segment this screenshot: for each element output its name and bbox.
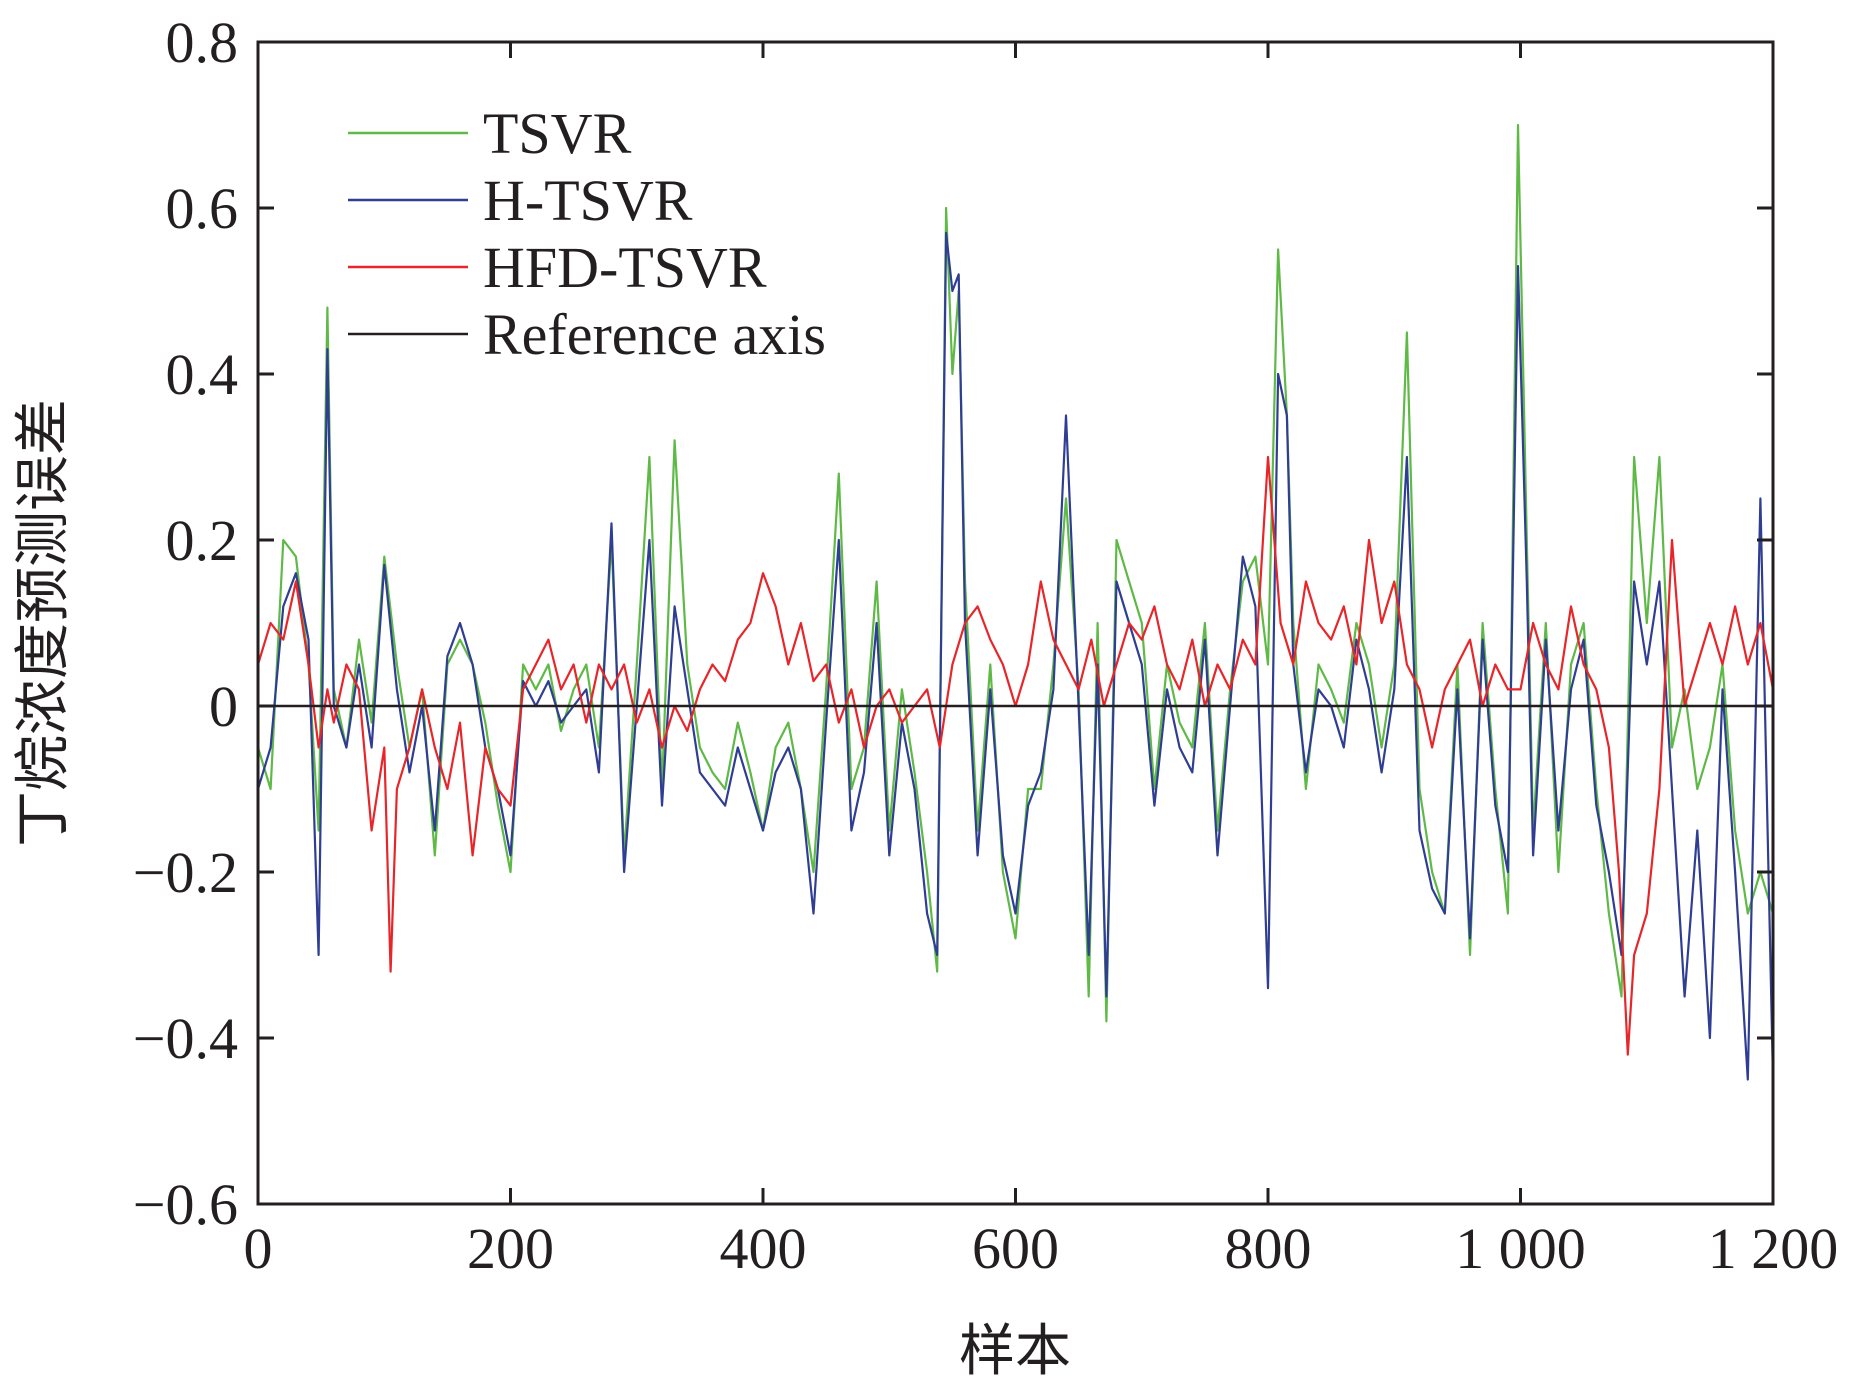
x-tick-label: 200 <box>467 1216 554 1281</box>
legend-label: TSVR <box>483 101 632 166</box>
legend-label: HFD-TSVR <box>483 235 767 300</box>
series-layer <box>258 123 1773 1081</box>
y-tick-label: 0 <box>209 674 238 739</box>
x-tick-label: 0 <box>244 1216 273 1281</box>
series-line-2 <box>258 455 1773 1056</box>
legend-label: Reference axis <box>483 302 826 367</box>
x-tick-label: 1 200 <box>1708 1216 1839 1281</box>
y-tick-label: 0.6 <box>166 176 239 241</box>
legend-label: H-TSVR <box>483 168 693 233</box>
series-line-1 <box>258 231 1773 1081</box>
x-tick-label: 1 000 <box>1455 1216 1586 1281</box>
x-axis-title: 样本 <box>959 1319 1071 1384</box>
x-tick-label: 800 <box>1225 1216 1312 1281</box>
x-tick-label: 600 <box>972 1216 1059 1281</box>
x-tick-label: 400 <box>720 1216 807 1281</box>
y-tick-label: 0.4 <box>166 342 239 407</box>
series-line-0 <box>258 123 1773 1023</box>
y-tick-label: 0.2 <box>166 508 239 573</box>
y-tick-label: −0.6 <box>133 1172 238 1237</box>
y-axis-title: 丁烷浓度预测误差 <box>11 399 76 847</box>
y-tick-label: −0.4 <box>133 1006 238 1071</box>
axis-ticks: 0 200 400 600 800 1 000 1 200 −0.6 −0.4 −0.2 0 0.2 0… <box>133 10 1838 1281</box>
y-tick-label: −0.2 <box>133 840 238 905</box>
y-tick-label: 0.8 <box>166 10 239 75</box>
